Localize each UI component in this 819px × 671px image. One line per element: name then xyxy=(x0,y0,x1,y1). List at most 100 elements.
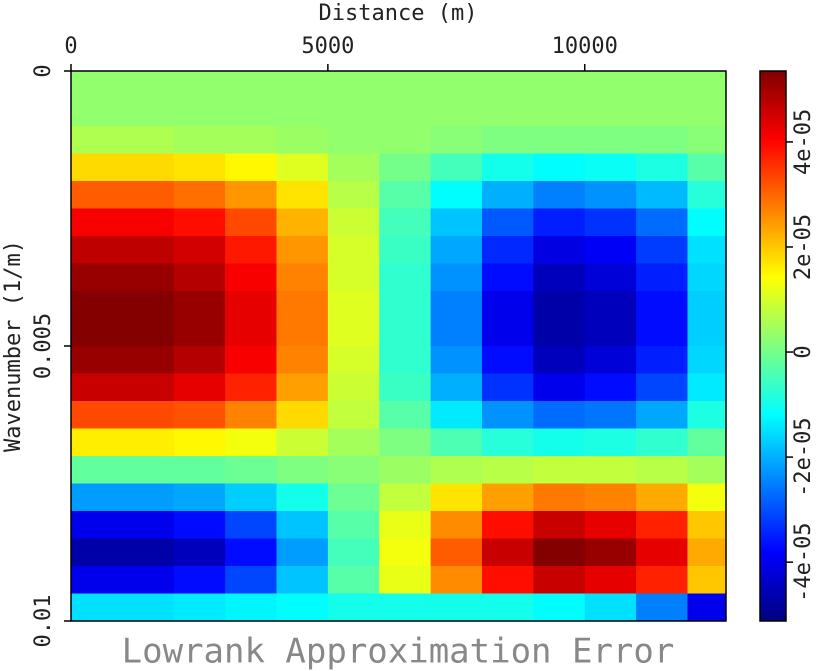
heatmap-cell xyxy=(327,483,380,512)
chart-title: Lowrank Approximation Error xyxy=(122,632,675,671)
x-tick-label: 10000 xyxy=(552,34,618,59)
heatmap-cell xyxy=(122,98,175,127)
heatmap-cell xyxy=(327,291,380,320)
heatmap-cell xyxy=(71,593,123,621)
heatmap-cell xyxy=(533,181,586,210)
heatmap-cell xyxy=(122,346,175,375)
heatmap-cell xyxy=(173,181,226,210)
heatmap-cell xyxy=(225,511,278,540)
heatmap-cell xyxy=(687,126,726,155)
heatmap-cell xyxy=(687,98,726,127)
heatmap-cell xyxy=(122,483,175,512)
heatmap-cell xyxy=(584,346,637,375)
heatmap-cell xyxy=(225,318,278,347)
heatmap-cell xyxy=(636,483,689,512)
heatmap-cell xyxy=(481,346,534,375)
heatmap-cell xyxy=(71,181,123,210)
heatmap-cell xyxy=(430,236,483,265)
heatmap-cell xyxy=(225,98,278,127)
heatmap-cell xyxy=(173,346,226,375)
heatmap-cell xyxy=(533,456,586,485)
heatmap-cell xyxy=(173,291,226,320)
heatmap-cell xyxy=(327,236,380,265)
heatmap-cell xyxy=(379,511,432,540)
heatmap-cell xyxy=(276,98,329,127)
heatmap-cell xyxy=(379,483,432,512)
heatmap-cell xyxy=(71,71,123,100)
heatmap-cell xyxy=(636,126,689,155)
heatmap-cell xyxy=(636,98,689,127)
heatmap-cell xyxy=(430,346,483,375)
heatmap-cell xyxy=(584,291,637,320)
heatmap-cell xyxy=(225,538,278,567)
heatmap-cell xyxy=(173,538,226,567)
heatmap-cell xyxy=(430,373,483,402)
heatmap-cell xyxy=(687,318,726,347)
heatmap-cell xyxy=(584,263,637,292)
y-tick-label: 0 xyxy=(31,64,56,77)
heatmap-cell xyxy=(225,401,278,430)
heatmap-cell xyxy=(379,181,432,210)
heatmap-cell xyxy=(533,263,586,292)
heatmap-cell xyxy=(225,566,278,595)
heatmap-cell xyxy=(533,538,586,567)
heatmap-cell xyxy=(533,291,586,320)
heatmap-cell xyxy=(173,566,226,595)
heatmap-cell xyxy=(481,483,534,512)
heatmap-cell xyxy=(584,428,637,457)
heatmap-cell xyxy=(276,291,329,320)
heatmap-cell xyxy=(687,373,726,402)
heatmap-cell xyxy=(687,538,726,567)
heatmap-cell xyxy=(276,511,329,540)
heatmap-cell xyxy=(225,71,278,100)
heatmap-cell xyxy=(533,208,586,237)
heatmap xyxy=(71,71,726,621)
heatmap-cell xyxy=(122,373,175,402)
heatmap-cell xyxy=(173,373,226,402)
heatmap-cell xyxy=(327,538,380,567)
heatmap-cell xyxy=(687,346,726,375)
heatmap-cell xyxy=(71,373,123,402)
heatmap-cell xyxy=(636,236,689,265)
heatmap-cell xyxy=(122,428,175,457)
heatmap-cell xyxy=(71,291,123,320)
heatmap-cell xyxy=(584,98,637,127)
heatmap-cell xyxy=(430,401,483,430)
heatmap-cell xyxy=(225,456,278,485)
heatmap-cell xyxy=(225,153,278,182)
heatmap-cell xyxy=(173,236,226,265)
heatmap-cell xyxy=(430,318,483,347)
heatmap-cell xyxy=(430,126,483,155)
heatmap-cell xyxy=(327,71,380,100)
heatmap-cell xyxy=(379,346,432,375)
heatmap-cell xyxy=(481,181,534,210)
heatmap-cell xyxy=(327,346,380,375)
heatmap-cell xyxy=(481,208,534,237)
heatmap-cell xyxy=(225,483,278,512)
heatmap-cell xyxy=(430,153,483,182)
heatmap-cell xyxy=(481,401,534,430)
heatmap-cell xyxy=(687,401,726,430)
heatmap-cell xyxy=(584,593,637,621)
heatmap-cell xyxy=(533,126,586,155)
heatmap-cell xyxy=(122,126,175,155)
heatmap-cell xyxy=(481,566,534,595)
heatmap-cell xyxy=(379,538,432,567)
heatmap-cell xyxy=(481,98,534,127)
heatmap-cell xyxy=(687,263,726,292)
heatmap-cell xyxy=(481,263,534,292)
heatmap-cell xyxy=(533,483,586,512)
heatmap-cell xyxy=(276,236,329,265)
heatmap-cell xyxy=(173,98,226,127)
heatmap-cell xyxy=(122,263,175,292)
heatmap-cell xyxy=(225,593,278,621)
colorbar xyxy=(759,70,787,622)
heatmap-cell xyxy=(636,153,689,182)
heatmap-cell xyxy=(122,71,175,100)
heatmap-cell xyxy=(225,181,278,210)
heatmap-cell xyxy=(379,428,432,457)
heatmap-cell xyxy=(584,181,637,210)
heatmap-cell xyxy=(327,98,380,127)
heatmap-cell xyxy=(636,538,689,567)
